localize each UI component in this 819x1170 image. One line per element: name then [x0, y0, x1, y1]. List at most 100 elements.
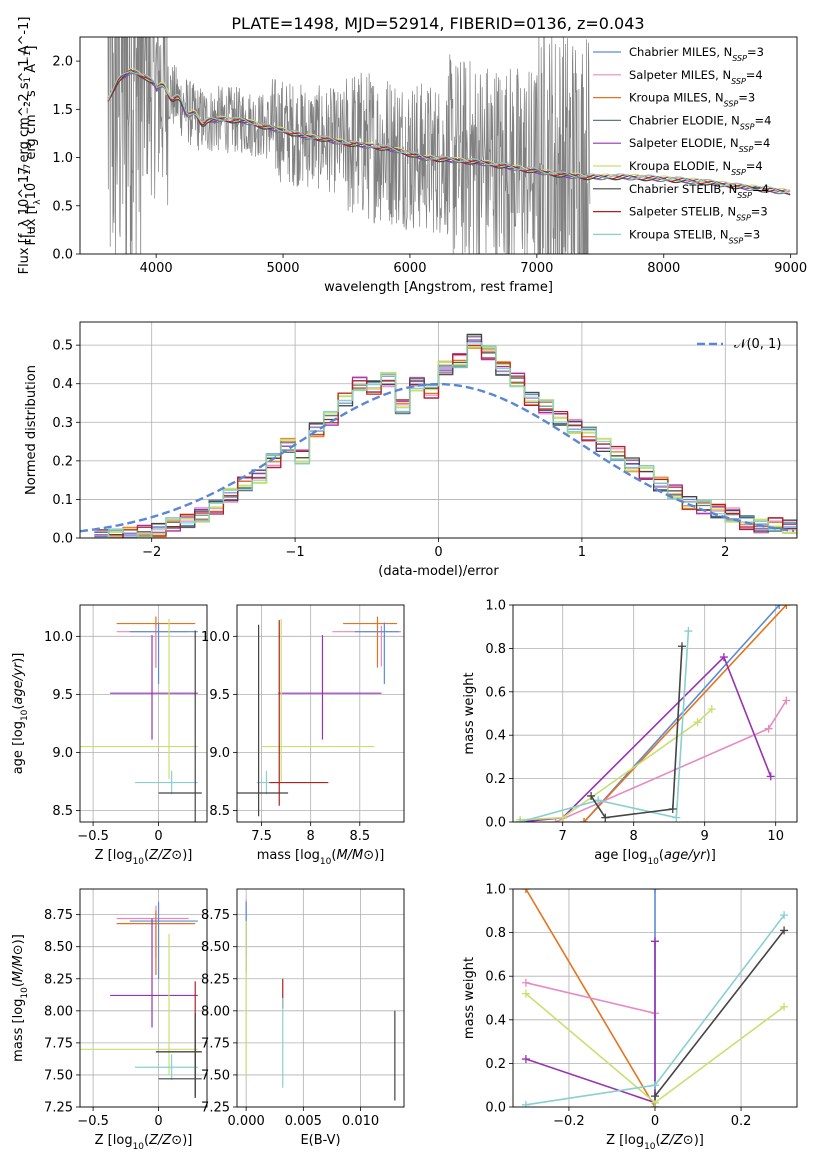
data-point [594, 796, 603, 805]
series-line [525, 941, 656, 1104]
data-point [521, 989, 530, 998]
y-tick-label: 7.50 [201, 1068, 230, 1083]
figure-title: PLATE=1498, MJD=52914, FIBERID=0136, z=0… [231, 14, 644, 33]
data-point [719, 653, 728, 662]
x-tick-label: −2 [142, 545, 161, 560]
data-point [780, 926, 789, 935]
y-axis-label: mass [log10(M/M⊙)] [11, 934, 30, 1062]
y-tick-label: 1.5 [52, 103, 73, 118]
legend-entry: Kroupa STELIB, NSSP=3 [629, 227, 760, 245]
y-axis-label: mass weight [462, 672, 477, 754]
y-tick-label: 0.3 [52, 416, 73, 431]
y-tick-label: 0.6 [485, 970, 506, 985]
y-tick-label: 0.4 [52, 377, 73, 392]
y-tick-label: 8.25 [44, 972, 73, 987]
data-point [668, 804, 677, 813]
x-tick-label: 0.005 [285, 1114, 322, 1129]
data-point [587, 791, 596, 800]
data-point [558, 813, 567, 822]
observed-spectrum [107, 37, 591, 254]
y-tick-label: 8.50 [44, 940, 73, 955]
data-point [780, 911, 789, 920]
y-tick-label: 0.0 [52, 532, 73, 547]
x-tick-label: 8000 [647, 261, 680, 276]
y-tick-label: 9.0 [52, 746, 73, 761]
y-tick-label: 8.50 [201, 940, 230, 955]
data-point [651, 889, 659, 893]
model-line [107, 69, 791, 196]
x-tick-label: 10 [767, 829, 784, 844]
y-tick-label: 0.0 [52, 248, 73, 263]
series-line [590, 646, 683, 819]
data-point [521, 1055, 530, 1064]
y-tick-label: 0.2 [52, 454, 73, 469]
x-axis-label: Z [log10(Z/Z⊙)] [95, 848, 193, 867]
age-vs-Z-panel: −0.5 0 8.5 9.0 9.5 10.0 Z [log10(Z/Z⊙)] age [lo… [11, 604, 208, 867]
y-tick-label: 8.75 [44, 908, 73, 923]
y-tick-label: 10.0 [201, 630, 230, 645]
y-tick-label: 7.50 [44, 1068, 73, 1083]
y-tick-label: 8.25 [201, 972, 230, 987]
data-point [766, 772, 775, 781]
y-tick-label: 0.8 [485, 926, 506, 941]
legend-entry: 𝒩(0, 1) [734, 337, 781, 352]
y-tick-label: 7.75 [44, 1036, 73, 1051]
data-point [782, 605, 791, 609]
series-line [654, 929, 785, 1097]
weight-vs-Z-panel: −0.2 0 0.2 0.0 0.2 0.4 0.6 0.8 1.0 Z [log10(Z/Z⊙)… [462, 883, 798, 1152]
axes-frame [79, 36, 798, 255]
axes-frame [79, 604, 208, 823]
y-tick-label: 7.75 [201, 1036, 230, 1051]
x-tick-label: 0 [154, 829, 162, 844]
y-tick-label: 8.5 [209, 804, 230, 819]
legend-entry: Salpeter STELIB, NSSP=3 [629, 205, 768, 223]
normal-curve [80, 382, 795, 533]
data-point [551, 818, 560, 822]
y-tick-label: 8.00 [44, 1004, 73, 1019]
data-point [580, 818, 588, 822]
histogram-step [94, 342, 797, 538]
x-tick-label: 8.5 [349, 829, 370, 844]
y-tick-label: 7.25 [201, 1101, 230, 1116]
axes-frame [79, 888, 208, 1108]
legend-entry: Chabrier MILES, NSSP=3 [629, 45, 764, 63]
histogram-step [94, 344, 797, 538]
y-axis-label: Flux [f_λ 10^-17 erg cm^-2 s^-1 A^-1] [17, 17, 32, 275]
y-axis-label: Normed distribution [24, 365, 39, 495]
data-point [672, 813, 681, 822]
x-tick-label: 0 [434, 545, 442, 560]
series-line [583, 605, 780, 822]
legend-entry: Kroupa MILES, NSSP=3 [629, 91, 755, 109]
x-tick-label: 4000 [140, 261, 173, 276]
x-axis-label: Z [log10(Z/Z⊙)] [606, 1133, 704, 1152]
series-line [520, 708, 713, 821]
residuals-panel: −2 −1 0 1 2 0.0 0.1 0.2 0.3 0.4 0.5 (data-model)/er… [24, 321, 798, 579]
legend-entry: Chabrier ELODIE, NSSP=4 [629, 113, 771, 130]
x-tick-label: −0.5 [77, 829, 109, 844]
x-axis-label: age [log10(age/yr)] [594, 848, 716, 867]
model-line [107, 70, 791, 194]
x-tick-label: 0.010 [342, 1114, 379, 1129]
series-line [520, 655, 772, 822]
x-axis-label: (data-model)/error [378, 564, 499, 579]
legend-entry: Salpeter MILES, NSSP=4 [629, 68, 763, 86]
data-point [651, 1081, 659, 1090]
series-line [555, 700, 787, 822]
x-tick-label: 2 [721, 545, 729, 560]
data-point [521, 1100, 530, 1107]
y-tick-label: 0.5 [52, 339, 73, 354]
x-tick-label: 8 [630, 829, 638, 844]
x-tick-label: −0.2 [553, 1114, 585, 1129]
legend-entry: Chabrier STELIB, NSSP=4 [629, 182, 769, 200]
x-axis-label: Z [log10(Z/Z⊙)] [95, 1133, 193, 1152]
x-tick-label: 8 [307, 829, 315, 844]
y-tick-label: 0.4 [485, 1013, 506, 1028]
mass-vs-ebv-panel: 0.000 0.005 0.010 7.25 7.50 7.75 8.00 8.25 8.50 8… [201, 888, 405, 1148]
data-point [684, 627, 693, 636]
y-tick-label: 1.0 [485, 599, 506, 614]
data-point [677, 642, 686, 651]
x-tick-label: 7000 [520, 261, 553, 276]
y-tick-label: 2.0 [52, 55, 73, 70]
y-tick-label: 9.0 [209, 746, 230, 761]
axes-frame [512, 888, 798, 1108]
